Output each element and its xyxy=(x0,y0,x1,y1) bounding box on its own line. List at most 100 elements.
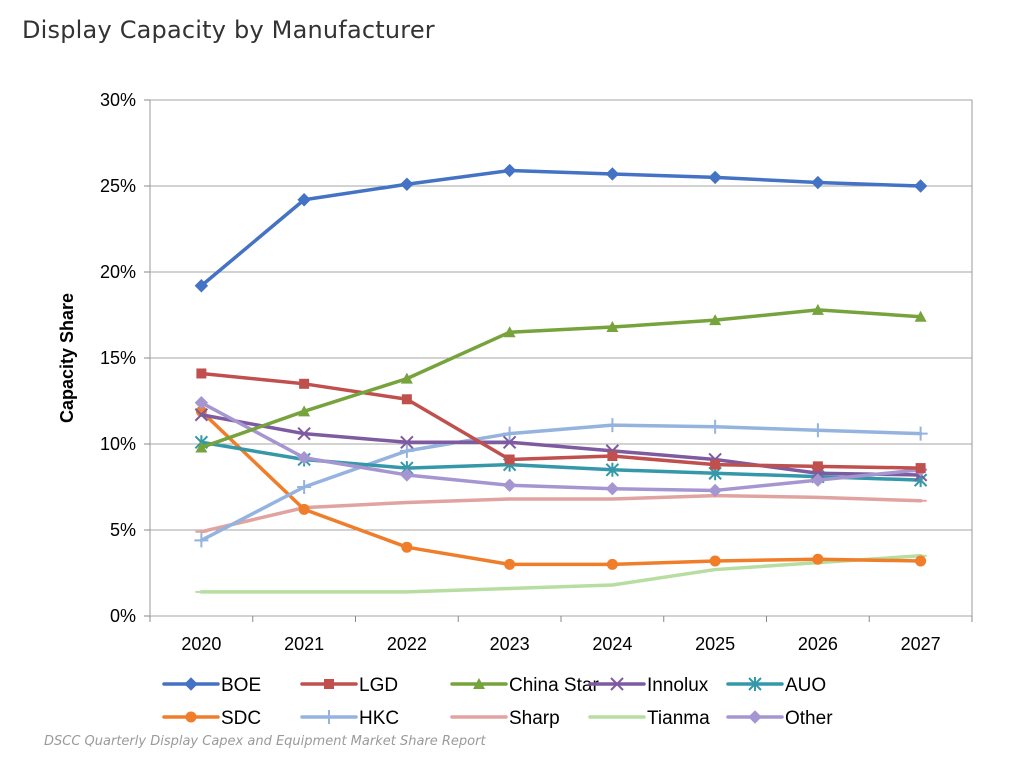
data-point-hkc xyxy=(605,418,620,433)
series-sdc xyxy=(195,405,927,570)
y-tick-label: 10% xyxy=(100,434,136,454)
data-point-boe xyxy=(400,177,414,191)
data-point-lgd xyxy=(299,378,310,389)
series-lgd xyxy=(196,368,926,474)
source-note: DSCC Quarterly Display Capex and Equipme… xyxy=(44,734,486,749)
data-point-china-star xyxy=(606,321,619,333)
data-point-sdc xyxy=(504,558,516,570)
y-tick-label: 5% xyxy=(110,520,136,540)
data-point-hkc xyxy=(502,426,517,441)
legend-label: Innolux xyxy=(647,675,709,696)
data-point-china-star xyxy=(709,314,722,326)
data-point-china-star xyxy=(914,310,927,322)
data-point-lgd xyxy=(504,454,515,465)
legend: BOE LGD China Star Innolux AUO SDC HKC Sharp Tia… xyxy=(162,675,833,729)
series-line-china-star xyxy=(199,308,923,450)
series-tianma xyxy=(195,554,927,594)
legend-marker xyxy=(324,679,334,689)
series-line-tianma xyxy=(199,554,923,594)
data-point-sdc xyxy=(709,555,721,567)
legend-item-tianma: Tianma xyxy=(588,708,710,729)
data-point-sdc xyxy=(401,541,413,553)
data-point-sdc xyxy=(915,555,927,567)
series-hkc xyxy=(194,418,928,548)
y-tick-label: 20% xyxy=(100,262,136,282)
legend-item-other: Other xyxy=(726,708,833,729)
data-point-lgd xyxy=(812,461,823,472)
x-tick-label: 2024 xyxy=(592,634,632,654)
legend-marker xyxy=(748,677,762,691)
data-point-lgd xyxy=(915,463,926,474)
legend-marker xyxy=(185,711,197,723)
y-tick-label: 0% xyxy=(110,606,136,626)
legend-label: Sharp xyxy=(509,708,560,729)
x-tick-label: 2025 xyxy=(695,634,735,654)
x-tick-label: 2027 xyxy=(901,634,941,654)
data-point-boe xyxy=(297,193,311,207)
gridlines xyxy=(150,99,972,617)
legend-label: Other xyxy=(785,708,833,729)
legend-item-innolux: Innolux xyxy=(588,675,709,696)
legend-item-lgd: LGD xyxy=(300,675,398,696)
data-point-hkc xyxy=(913,426,928,441)
data-point-lgd xyxy=(401,394,412,405)
legend-label: Tianma xyxy=(647,708,710,729)
series-china-star xyxy=(195,303,927,453)
series-line-hkc xyxy=(199,423,923,543)
y-tick-label: 30% xyxy=(100,90,136,110)
data-point-sdc xyxy=(298,503,310,515)
legend-marker xyxy=(473,678,485,689)
x-tick-label: 2026 xyxy=(798,634,838,654)
data-point-other xyxy=(194,396,209,410)
data-point-china-star xyxy=(400,372,413,384)
data-point-hkc xyxy=(708,419,723,434)
y-axis: 0% 5% 10% 15% 20% 25% 30% xyxy=(100,90,150,626)
legend-label: China Star xyxy=(509,675,599,696)
data-point-boe xyxy=(605,167,620,181)
x-tick-label: 2022 xyxy=(387,634,427,654)
data-point-innolux xyxy=(297,426,311,441)
data-point-innolux xyxy=(400,435,414,449)
data-point-boe xyxy=(194,279,209,293)
data-point-boe xyxy=(811,175,825,190)
data-point-hkc xyxy=(194,533,209,548)
series-line-other xyxy=(199,400,923,493)
data-point-other xyxy=(811,473,825,487)
data-point-other xyxy=(605,482,620,496)
data-point-other xyxy=(400,468,414,482)
chart-title: Display Capacity by Manufacturer xyxy=(22,16,435,44)
legend-marker xyxy=(610,677,624,691)
series-line-innolux xyxy=(199,413,923,477)
series-line-lgd xyxy=(199,371,923,470)
data-point-auo xyxy=(605,462,620,477)
data-point-china-star xyxy=(811,303,824,315)
data-point-boe xyxy=(502,163,517,178)
legend-item-sharp: Sharp xyxy=(450,708,560,729)
x-axis: 2020 2021 2022 2023 2024 2025 2026 2027 xyxy=(149,616,973,654)
legend-label: AUO xyxy=(785,675,826,696)
y-tick-label: 15% xyxy=(100,348,136,368)
data-point-hkc xyxy=(297,480,312,494)
data-point-lgd xyxy=(710,459,721,470)
legend-label: SDC xyxy=(221,708,261,729)
data-point-lgd xyxy=(196,368,207,379)
data-point-innolux xyxy=(194,408,209,422)
data-point-sdc xyxy=(606,558,618,570)
series-line-boe xyxy=(199,168,923,288)
y-tick-label: 25% xyxy=(100,176,136,196)
data-point-other xyxy=(708,483,722,498)
x-tick-label: 2021 xyxy=(284,634,324,654)
legend-item-boe: BOE xyxy=(162,675,261,696)
data-point-boe xyxy=(913,179,928,193)
data-point-boe xyxy=(708,170,722,185)
series-line-sharp xyxy=(199,493,923,534)
data-point-lgd xyxy=(607,451,618,462)
series-line-sdc xyxy=(199,409,923,567)
data-point-china-star xyxy=(503,326,516,338)
data-point-innolux xyxy=(502,435,517,449)
legend-item-sdc: SDC xyxy=(162,708,261,729)
legend-marker xyxy=(322,710,336,724)
data-point-other xyxy=(297,451,311,465)
legend-item-china-star: China Star xyxy=(450,675,599,696)
data-point-sdc xyxy=(812,553,824,565)
